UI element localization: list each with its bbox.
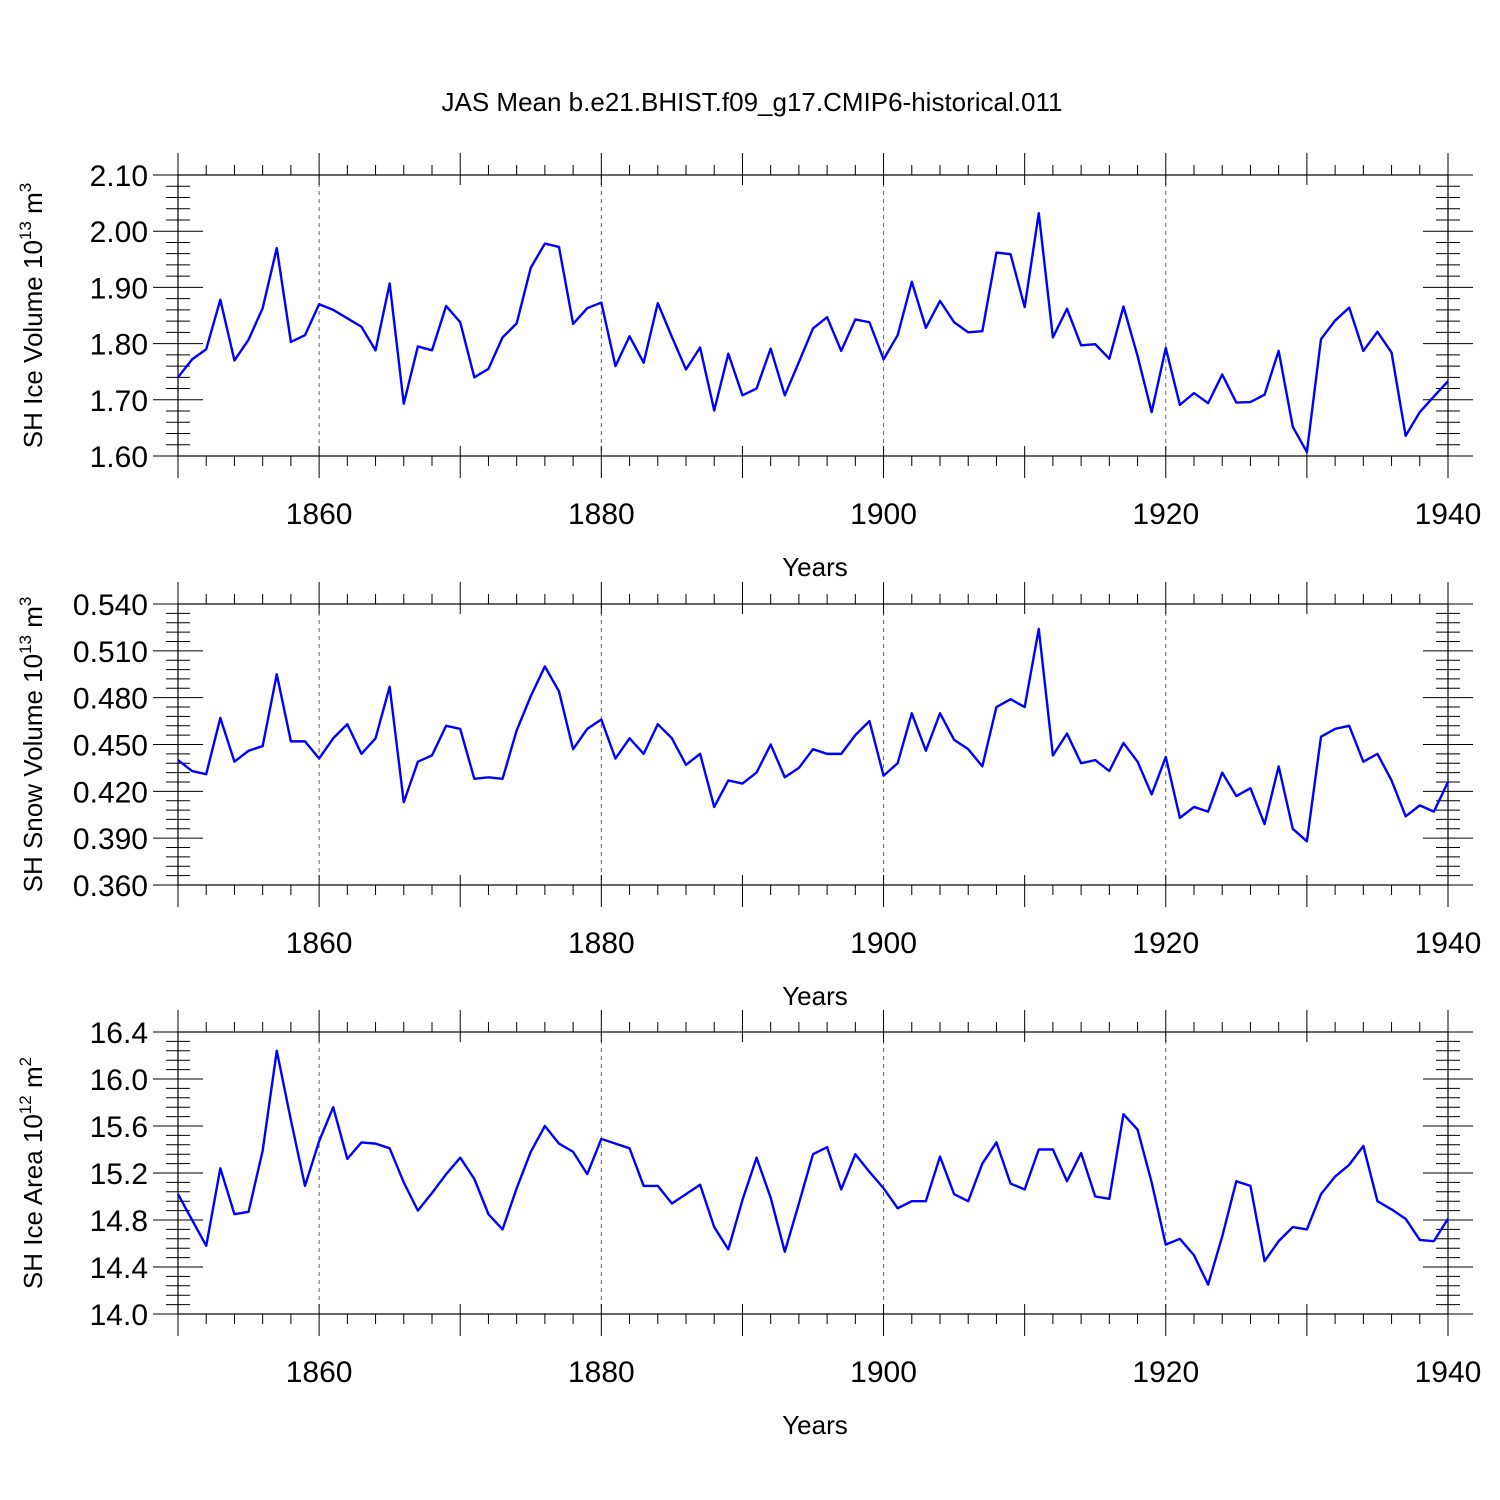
y-tick-label: 1.60 — [90, 441, 148, 474]
y-tick-label: 16.0 — [90, 1064, 148, 1097]
x-tick-label: 1920 — [1132, 927, 1199, 960]
x-tick-label: 1860 — [286, 927, 353, 960]
x-tick-label: 1940 — [1415, 1356, 1482, 1389]
x-tick-label: 1880 — [568, 927, 635, 960]
y-tick-label: 0.360 — [73, 870, 148, 903]
chart-panel-2: 1860 1880 1900 1920 1940 Years 0.360 0.390 0.420… — [16, 582, 1481, 1011]
y-tick-label: 14.0 — [90, 1299, 148, 1332]
x-tick-label: 1920 — [1132, 1356, 1199, 1389]
y-axis-title: SH Snow Volume 1013 m3 — [16, 597, 48, 893]
y-tick-label: 1.80 — [90, 329, 148, 362]
x-tick-label: 1880 — [568, 498, 635, 531]
series-line — [177, 212, 1449, 454]
x-tick-label: 1900 — [850, 1356, 917, 1389]
plot-frame — [177, 1031, 1449, 1315]
y-tick-label: 0.480 — [73, 683, 148, 716]
x-axis-title: Years — [782, 1410, 848, 1440]
y-tick-label: 0.540 — [73, 589, 148, 622]
y-tick-label: 0.510 — [73, 636, 148, 669]
y-tick-label: 0.450 — [73, 730, 148, 763]
y-tick-label: 15.6 — [90, 1111, 148, 1144]
x-axis-title: Years — [782, 981, 848, 1011]
y-tick-label: 15.2 — [90, 1158, 148, 1191]
x-tick-label: 1880 — [568, 1356, 635, 1389]
x-tick-label: 1920 — [1132, 498, 1199, 531]
y-axis-title: SH Ice Area 1012 m2 — [16, 1057, 48, 1289]
x-tick-label: 1940 — [1415, 927, 1482, 960]
y-tick-label: 0.390 — [73, 823, 148, 856]
y-tick-label: 2.00 — [90, 216, 148, 249]
y-tick-label: 2.10 — [90, 160, 148, 193]
chart-panel-1: 1860 1880 1900 1920 1940 Years 1.60 1.70 1.80 1.9… — [16, 153, 1481, 582]
y-tick-label: 0.420 — [73, 776, 148, 809]
series-line — [177, 627, 1450, 843]
x-tick-label: 1860 — [286, 498, 353, 531]
chart-panel-3: 1860 1880 1900 1920 1940 Years 14.0 14.4 14.8 15.… — [16, 1010, 1481, 1440]
y-tick-label: 1.90 — [90, 272, 148, 305]
y-tick-label: 14.4 — [90, 1252, 148, 1285]
y-tick-label: 16.4 — [90, 1017, 148, 1050]
x-axis-title: Years — [782, 552, 848, 582]
x-tick-label: 1900 — [850, 927, 917, 960]
series-line — [176, 1049, 1450, 1286]
y-tick-label: 14.8 — [90, 1205, 148, 1238]
x-tick-label: 1860 — [286, 1356, 353, 1389]
x-tick-label: 1900 — [850, 498, 917, 531]
chart-title: JAS Mean b.e21.BHIST.f09_g17.CMIP6-histo… — [442, 87, 1063, 117]
y-axis-title: SH Ice Volume 1013 m3 — [16, 183, 48, 448]
plot-frame — [177, 174, 1449, 457]
y-tick-label: 1.70 — [90, 385, 148, 418]
x-tick-label: 1940 — [1415, 498, 1482, 531]
